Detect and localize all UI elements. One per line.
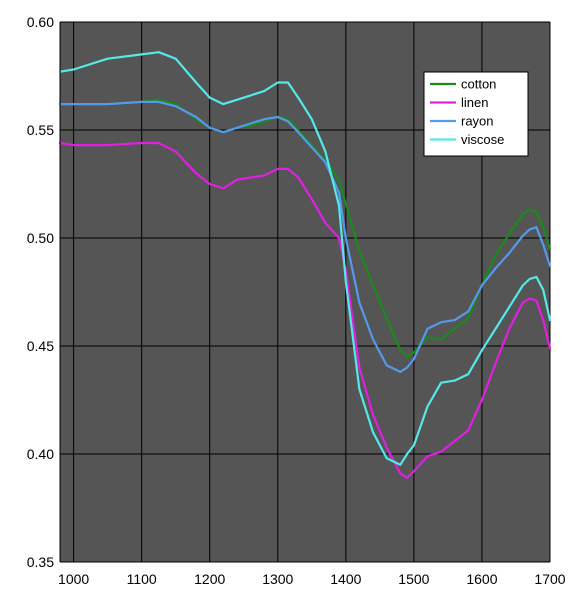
series-line-rayon <box>58 100 552 373</box>
series-line-cotton <box>58 98 552 358</box>
x-tick-label: 1300 <box>262 571 293 587</box>
x-tick-label: 1400 <box>330 571 361 587</box>
legend-label-viscose: viscose <box>461 132 504 147</box>
y-tick-label: 0.50 <box>27 230 54 246</box>
legend-label-rayon: rayon <box>461 114 494 129</box>
y-tick-label: 0.45 <box>27 338 54 354</box>
y-tick-label: 0.40 <box>27 446 54 462</box>
y-tick-label: 0.60 <box>27 14 54 30</box>
x-tick-label: 1700 <box>534 571 565 587</box>
legend: cotton linen rayon viscose <box>423 71 529 157</box>
legend-label-linen: linen <box>461 95 488 110</box>
legend-label-cotton: cotton <box>461 77 496 92</box>
x-tick-label: 1200 <box>194 571 225 587</box>
y-tick-label: 0.55 <box>27 122 54 138</box>
series-line-viscose <box>58 51 552 466</box>
x-tick-label: 1600 <box>466 571 497 587</box>
y-tick-label: 0.35 <box>27 554 54 570</box>
x-tick-label: 1500 <box>398 571 429 587</box>
legend-box <box>423 71 529 157</box>
x-tick-label: 1100 <box>127 571 157 587</box>
x-tick-label: 1000 <box>58 571 89 587</box>
